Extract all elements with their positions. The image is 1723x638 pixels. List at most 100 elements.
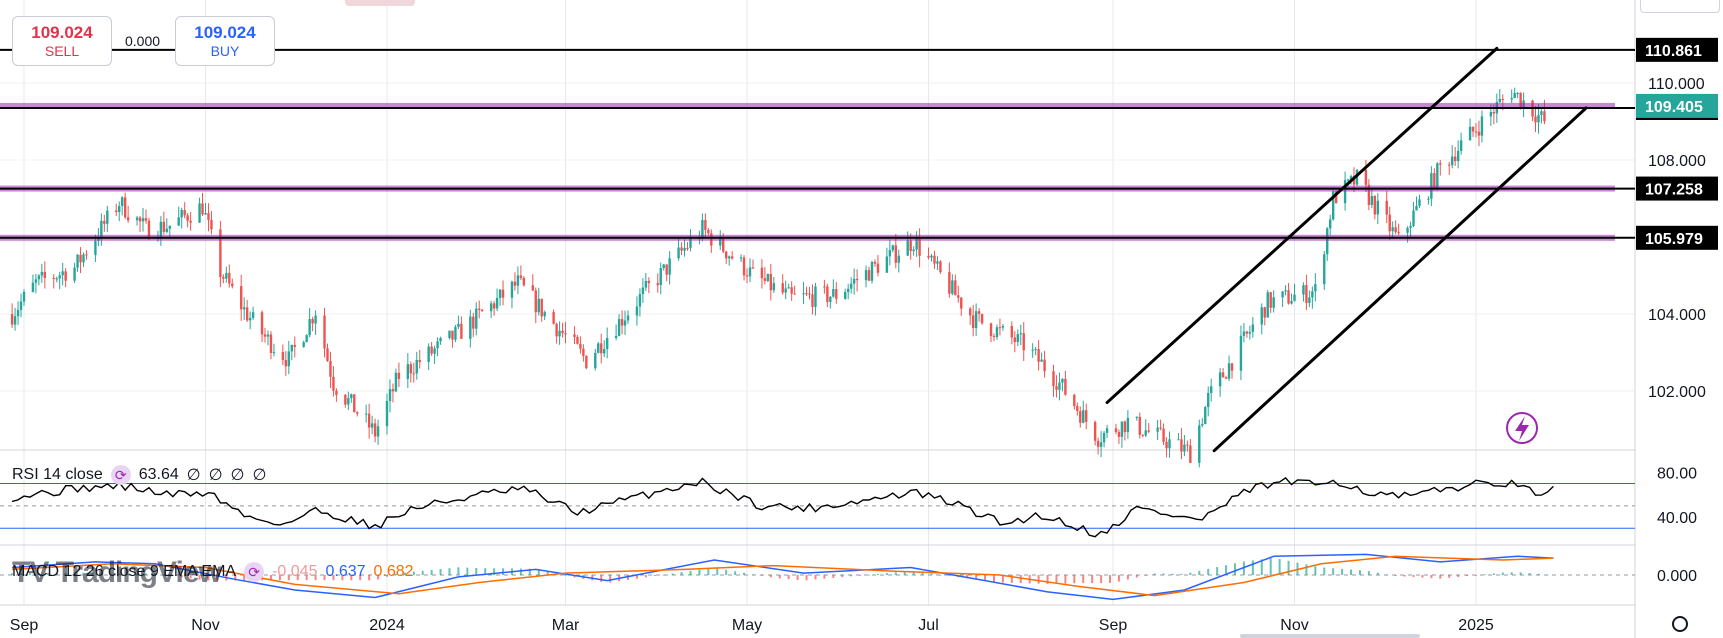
candle-body (704, 220, 707, 230)
candle-body (219, 229, 222, 277)
macd-histogram-bar (796, 575, 799, 580)
candle-body (1269, 292, 1272, 308)
candle-body (957, 295, 960, 298)
macd-histogram-bar (635, 575, 638, 579)
gear-icon[interactable] (1672, 616, 1688, 632)
candle-body (472, 316, 475, 329)
candle-body (960, 297, 963, 309)
candle-body (680, 247, 683, 251)
rsi-legend[interactable]: RSI 14 close ⟳ 63.64 ∅ ∅ ∅ ∅ (12, 465, 267, 485)
candle-body (808, 293, 811, 295)
candle-body (1513, 92, 1516, 98)
candle-body (927, 255, 930, 258)
macd-histogram-bar (37, 573, 40, 575)
candle-body (1180, 439, 1183, 452)
candle-body (231, 283, 234, 287)
candle-body (222, 276, 225, 279)
candle-body (397, 372, 401, 379)
macd-histogram-bar (136, 573, 139, 575)
candle-body (1198, 425, 1201, 463)
candle-body (1329, 219, 1332, 229)
candle-body (353, 394, 356, 413)
candle-body (1073, 394, 1076, 407)
candle-body (540, 298, 543, 317)
price-tick-label: 108.000 (1648, 153, 1706, 170)
candle-body (995, 327, 999, 338)
candle-body (373, 423, 377, 437)
candle-body (64, 271, 67, 281)
macd-legend[interactable]: MACD 12 26 close 9 EMA EMA ⟳ -0.045 0.63… (12, 562, 414, 582)
candle-body (55, 278, 58, 280)
candle-body (1474, 131, 1478, 133)
macd-histogram-bar (1501, 572, 1504, 575)
candle-body (727, 256, 731, 259)
candle-body (1117, 432, 1121, 437)
macd-histogram-bar (127, 573, 130, 575)
candle-body (335, 390, 338, 395)
macd-histogram-bar (1055, 575, 1058, 584)
candle-body (329, 361, 332, 377)
level-label-box (1636, 37, 1718, 62)
sell-button[interactable]: 109.024 SELL (12, 16, 112, 66)
macd-histogram-bar (359, 575, 362, 581)
candle-body (558, 330, 561, 337)
macd-histogram-bar (28, 573, 31, 575)
refresh-icon[interactable]: ⟳ (110, 465, 131, 485)
candle-body (1290, 301, 1293, 304)
candle-body (457, 323, 460, 327)
macd-histogram-bar (278, 575, 281, 581)
macd-histogram-bar (1082, 575, 1085, 584)
scrollbar[interactable] (1240, 634, 1420, 638)
candle-body (1448, 164, 1451, 166)
trend-channel (1105, 46, 1588, 453)
candle-body (138, 217, 142, 222)
candle-body (912, 249, 915, 252)
macd-histogram-bar (1180, 573, 1183, 575)
buy-button[interactable]: 109.024 BUY (175, 16, 275, 66)
macd-histogram-bar (314, 575, 317, 581)
candle-body (73, 267, 76, 281)
candle-body (263, 334, 267, 337)
macd-histogram-bar (1510, 572, 1513, 575)
candle-body (1394, 227, 1397, 233)
macd-histogram-bar (466, 567, 469, 575)
lightning-icon[interactable] (1506, 412, 1538, 444)
candle-body (980, 313, 984, 324)
candle-body (1204, 407, 1207, 424)
channel-line-lower (1212, 106, 1588, 453)
candle-body (478, 308, 481, 310)
candle-body (1367, 184, 1371, 206)
candle-body (1305, 285, 1308, 303)
macd-histogram-bar (1117, 575, 1120, 582)
candle-body (1162, 428, 1165, 442)
candle-body (1311, 291, 1314, 298)
candle-body (1085, 410, 1088, 422)
lightning-bolt (1515, 416, 1529, 441)
macd-histogram-bar (1412, 575, 1415, 578)
candle-body (284, 360, 288, 367)
candle-body (85, 254, 88, 256)
candle-body (1334, 191, 1338, 204)
candle-body (245, 307, 249, 321)
rsi-legend-title: RSI 14 close (12, 466, 103, 483)
candle-body (918, 238, 921, 256)
candle-body (103, 220, 106, 224)
macd-histogram-bar (609, 575, 612, 583)
candle-body (811, 294, 814, 307)
candle-body (391, 389, 395, 392)
candle-body (1314, 284, 1317, 292)
candle-body (242, 307, 246, 310)
macd-histogram-bar (841, 575, 844, 578)
macd-histogram-bar (296, 575, 299, 581)
candle-body (1099, 442, 1103, 447)
candle-body (730, 256, 734, 259)
candle-body (790, 287, 793, 294)
candle-body (135, 217, 139, 221)
macd-histogram-bar (644, 575, 647, 578)
macd-histogram-bar (1207, 568, 1210, 575)
candle-body (1385, 200, 1388, 215)
candle-body (534, 290, 537, 313)
refresh-icon[interactable]: ⟳ (244, 562, 265, 582)
candle-body (1477, 131, 1481, 136)
